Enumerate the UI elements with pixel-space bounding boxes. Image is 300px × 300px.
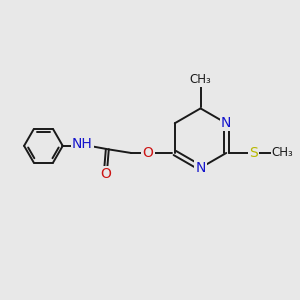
Text: N: N <box>221 116 232 130</box>
Text: N: N <box>195 161 206 175</box>
Text: O: O <box>142 146 154 160</box>
Text: NH: NH <box>72 137 92 152</box>
Text: O: O <box>100 167 111 182</box>
Text: CH₃: CH₃ <box>190 73 211 86</box>
Text: S: S <box>249 146 257 160</box>
Text: CH₃: CH₃ <box>272 146 293 160</box>
